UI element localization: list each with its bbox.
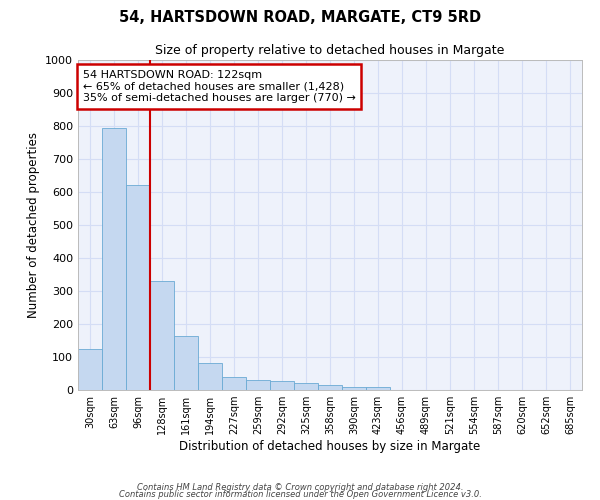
Bar xyxy=(294,384,318,390)
Bar xyxy=(174,336,198,390)
Text: Contains HM Land Registry data © Crown copyright and database right 2024.: Contains HM Land Registry data © Crown c… xyxy=(137,484,463,492)
Text: Contains public sector information licensed under the Open Government Licence v3: Contains public sector information licen… xyxy=(119,490,481,499)
Text: 54, HARTSDOWN ROAD, MARGATE, CT9 5RD: 54, HARTSDOWN ROAD, MARGATE, CT9 5RD xyxy=(119,10,481,25)
Bar xyxy=(342,386,366,390)
Title: Size of property relative to detached houses in Margate: Size of property relative to detached ho… xyxy=(155,44,505,58)
Bar xyxy=(246,380,270,390)
Bar xyxy=(78,349,102,390)
Bar xyxy=(318,386,342,390)
Bar xyxy=(366,388,390,390)
Y-axis label: Number of detached properties: Number of detached properties xyxy=(26,132,40,318)
Bar xyxy=(222,377,246,390)
Bar xyxy=(150,281,174,390)
Bar xyxy=(198,363,222,390)
Bar xyxy=(126,186,150,390)
X-axis label: Distribution of detached houses by size in Margate: Distribution of detached houses by size … xyxy=(179,440,481,453)
Bar xyxy=(102,128,126,390)
Bar xyxy=(270,381,294,390)
Text: 54 HARTSDOWN ROAD: 122sqm
← 65% of detached houses are smaller (1,428)
35% of se: 54 HARTSDOWN ROAD: 122sqm ← 65% of detac… xyxy=(83,70,356,103)
